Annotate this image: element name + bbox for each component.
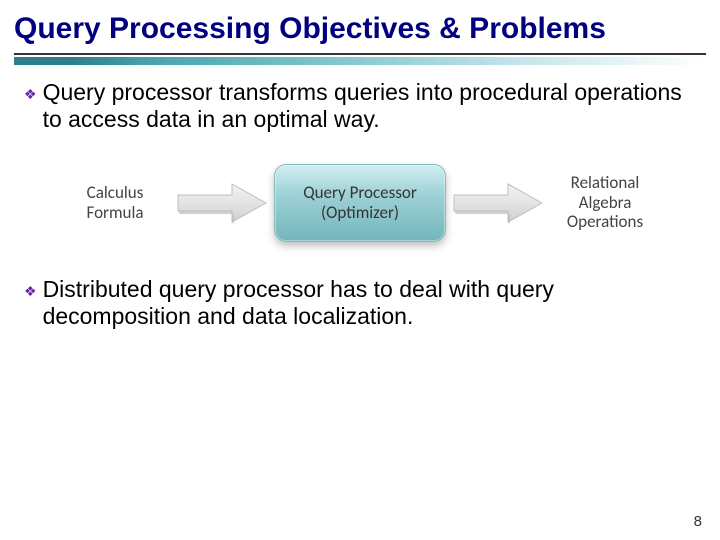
bullet-item: ❖ Distributed query processor has to dea… <box>24 276 696 331</box>
bullet-text: Distributed query processor has to deal … <box>43 276 696 331</box>
processor-l2: (Optimizer) <box>321 202 399 223</box>
diagram-right-l2: Algebra <box>579 192 632 213</box>
processor-box: Query Processor (Optimizer) <box>274 164 446 242</box>
diagram-right-l3: Operations <box>567 211 643 232</box>
arrow-right-icon <box>176 179 268 227</box>
diamond-bullet-icon: ❖ <box>24 283 37 300</box>
processor-l1: Query Processor <box>303 182 417 203</box>
title-rule-line <box>14 53 706 55</box>
diagram-right-label: Relational Algebra Operations <box>550 173 660 232</box>
diagram-left-l2: Formula <box>86 202 143 223</box>
diamond-bullet-icon: ❖ <box>24 86 37 103</box>
page-number: 8 <box>694 513 702 530</box>
diagram-left-l1: Calculus <box>87 182 144 203</box>
bullet-text: Query processor transforms queries into … <box>43 79 696 134</box>
title-rule <box>14 53 706 65</box>
diagram-right-l1: Relational <box>571 172 640 193</box>
content-area: ❖ Query processor transforms queries int… <box>0 65 720 331</box>
slide: Query Processing Objectives & Problems ❖… <box>0 0 720 540</box>
flow-diagram: Calculus Formula Query Processor (Op <box>24 164 696 242</box>
arrow-right-icon <box>452 179 544 227</box>
title-rule-gradient <box>14 57 706 65</box>
page-title: Query Processing Objectives & Problems <box>0 0 720 51</box>
bullet-item: ❖ Query processor transforms queries int… <box>24 79 696 134</box>
diagram-left-label: Calculus Formula <box>60 183 170 222</box>
